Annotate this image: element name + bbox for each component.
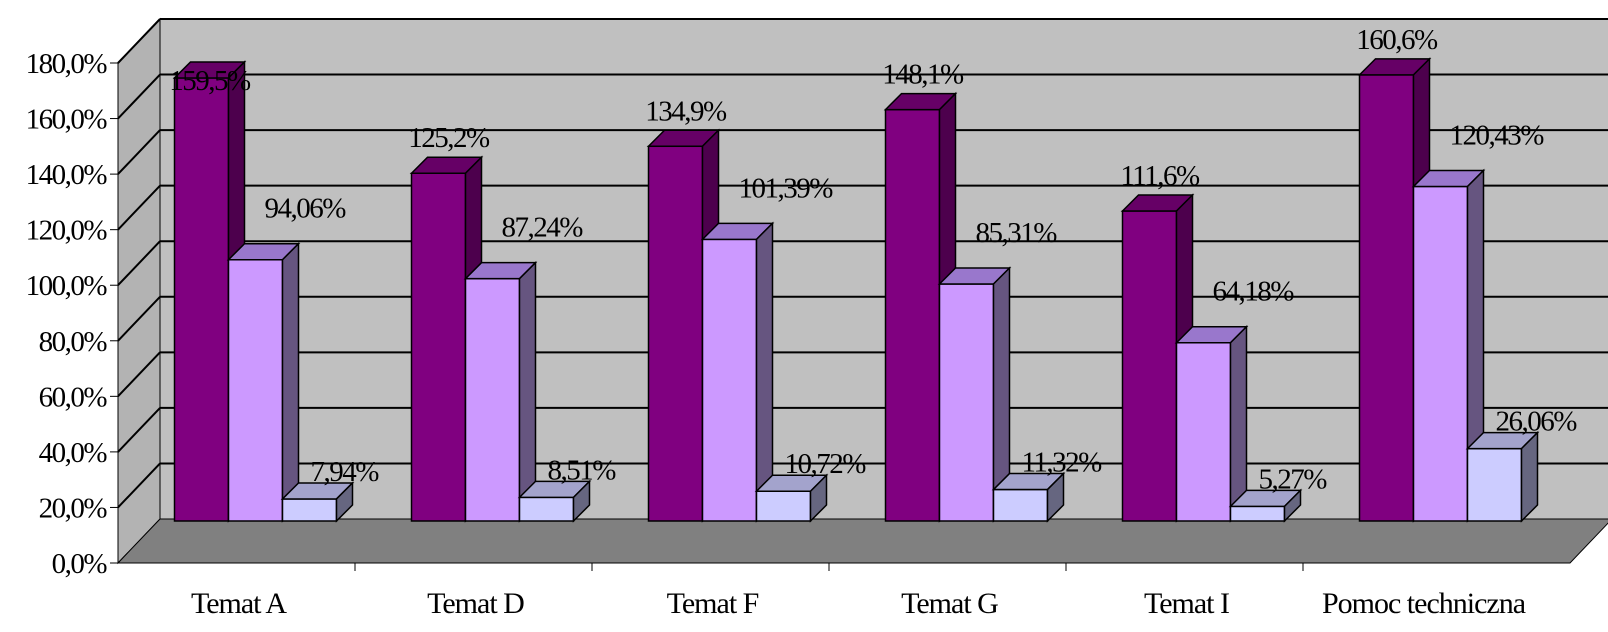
bar-side	[335, 481, 354, 523]
bar	[463, 260, 538, 523]
y-tick-label: 140,0%	[26, 159, 108, 191]
x-tick-label: Pomoc techniczna	[1322, 587, 1526, 620]
floor	[116, 518, 1608, 564]
gridline-side	[117, 462, 161, 509]
data-label: 5,27%	[1259, 463, 1328, 495]
gridline-side	[117, 240, 161, 286]
bar-front	[755, 490, 812, 522]
bar-side	[1520, 430, 1539, 523]
bar	[991, 471, 1066, 523]
data-label: 111,6%	[1120, 160, 1200, 192]
bar-side	[518, 260, 537, 523]
bar-side	[809, 473, 828, 523]
gridline-side	[117, 296, 161, 342]
bar-front	[281, 498, 338, 522]
data-label: 8,51%	[548, 454, 617, 486]
bar-front	[701, 238, 758, 522]
bar	[1228, 488, 1303, 523]
x-tick-label: Temat A	[191, 587, 287, 620]
data-label: 120,43%	[1450, 119, 1545, 151]
bar	[409, 155, 484, 523]
x-tick-label: Temat I	[1144, 587, 1229, 620]
data-label: 94,06%	[265, 193, 347, 225]
bar-front	[464, 277, 521, 522]
y-tick-label: 160,0%	[26, 104, 108, 136]
gridline-side	[117, 73, 161, 120]
bar-front	[1229, 505, 1286, 522]
bar	[226, 241, 301, 523]
bar	[1174, 324, 1249, 523]
bar-front	[938, 283, 995, 522]
bar-front	[1121, 210, 1178, 522]
data-label: 101,39%	[739, 172, 834, 204]
bar	[700, 221, 775, 523]
gridline-side	[117, 184, 161, 231]
data-label: 11,32%	[1022, 447, 1103, 479]
bar	[517, 479, 592, 523]
axes: 0,0% 20,0% 40,0% 60,0% 80,0% 100,0% 120,0% 140,…	[26, 48, 1540, 620]
data-label: 148,1%	[882, 59, 964, 91]
labels: 159,5% 94,06% 7,94% 125,2% 87,24% 8,51% 134,9%…	[169, 24, 1578, 495]
bar-front	[1175, 341, 1232, 522]
bar-side	[1046, 471, 1065, 523]
data-label: 64,18%	[1213, 276, 1295, 308]
y-tick-label: 60,0%	[39, 381, 108, 413]
y-tick-label: 40,0%	[39, 437, 108, 469]
bar-front	[518, 496, 575, 522]
bar	[280, 481, 355, 523]
gridline-side	[117, 351, 161, 398]
bar-front	[1358, 74, 1415, 522]
bar	[1465, 430, 1540, 523]
y-tick-label: 0,0%	[52, 548, 108, 580]
y-tick-label: 20,0%	[39, 492, 108, 524]
data-label: 10,72%	[785, 448, 867, 480]
y-tick-label: 120,0%	[26, 215, 108, 247]
data-label: 134,9%	[645, 95, 727, 127]
bar-side	[572, 479, 591, 523]
x-tick-label: Temat D	[427, 587, 524, 620]
bar-front	[884, 108, 941, 522]
bar-front	[1412, 185, 1469, 522]
y-tick-label: 180,0%	[26, 48, 108, 80]
bar-side	[281, 241, 300, 523]
y-tick-label: 100,0%	[26, 270, 108, 302]
y-tick-label: 80,0%	[39, 326, 108, 358]
bar	[754, 473, 829, 523]
data-label: 125,2%	[408, 122, 490, 154]
bar	[1411, 168, 1486, 523]
side-wall	[117, 17, 161, 565]
bar-front	[992, 488, 1049, 522]
bar-front	[647, 145, 704, 522]
data-label: 160,6%	[1356, 24, 1438, 56]
data-label: 26,06%	[1496, 406, 1578, 438]
bar-front	[227, 258, 284, 522]
bar-front	[1466, 447, 1523, 522]
bars	[172, 57, 1540, 523]
gridline-side	[117, 407, 161, 453]
gridline-side	[117, 129, 161, 175]
gridline-side	[117, 18, 161, 64]
bar-side	[755, 221, 774, 523]
bar-front	[410, 172, 467, 522]
data-label: 7,94%	[311, 456, 380, 488]
x-tick-label: Temat G	[901, 587, 998, 620]
bar-side	[1283, 488, 1302, 523]
data-label: 87,24%	[502, 212, 584, 244]
data-label: 85,31%	[976, 217, 1058, 249]
data-label: 159,5%	[169, 65, 251, 97]
bar-front	[173, 77, 230, 522]
bar	[937, 266, 1012, 523]
x-tick-label: Temat F	[667, 587, 759, 620]
